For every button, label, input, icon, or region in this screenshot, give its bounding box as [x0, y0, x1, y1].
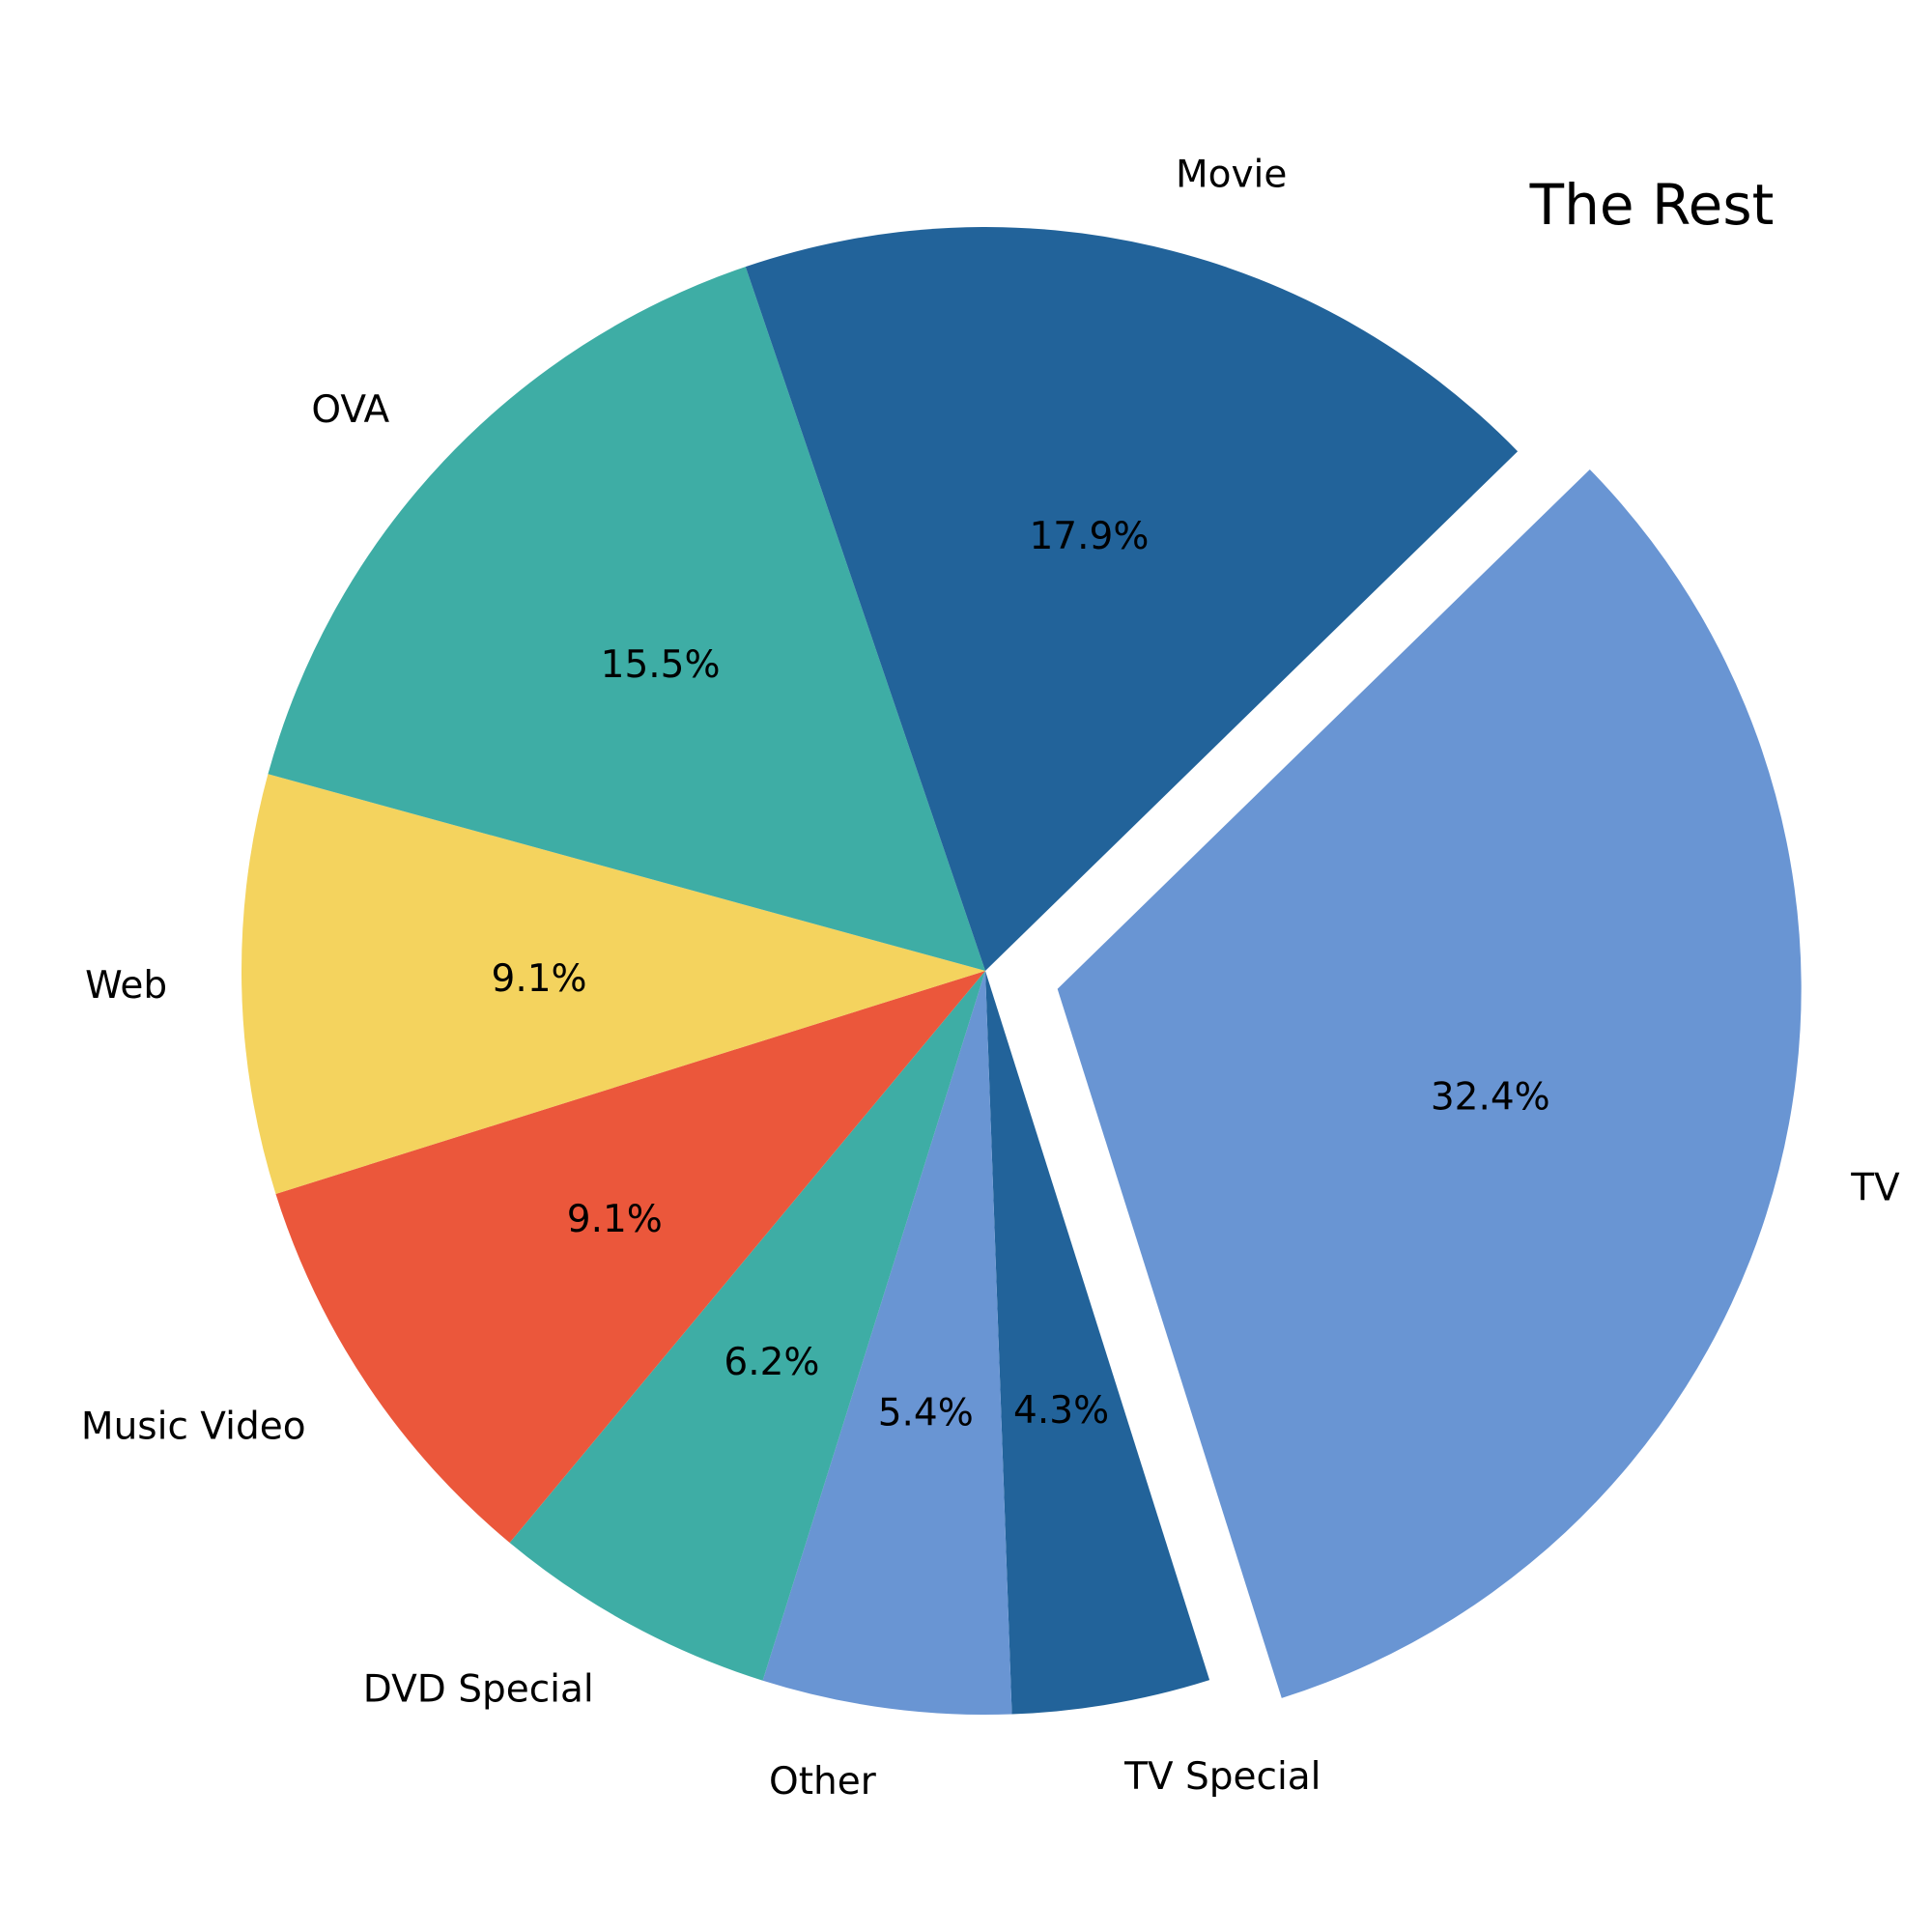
category-label-movie: Movie	[1176, 154, 1287, 197]
category-label-web: Web	[85, 964, 167, 1008]
category-labels: TV TV Special Other DVD Special Music Video W…	[81, 154, 1900, 1804]
percent-label-tv-special: 4.3%	[1013, 1389, 1109, 1433]
percent-label-web: 9.1%	[492, 957, 587, 1001]
pie-slice-other	[762, 971, 1012, 1715]
category-label-tv-special: TV Special	[1123, 1755, 1321, 1799]
percent-label-other: 5.4%	[878, 1391, 974, 1435]
percent-label-ova: 15.5%	[601, 643, 721, 687]
pie-slice-movie	[745, 227, 1519, 972]
pie-slices	[242, 227, 1802, 1715]
pie-slice-tv	[1057, 469, 1802, 1698]
percent-labels: 32.4% 4.3% 5.4% 6.2% 9.1% 9.1% 15.5% 17.9%	[492, 515, 1550, 1435]
category-label-music-video: Music Video	[81, 1405, 306, 1448]
percent-label-tv: 32.4%	[1431, 1076, 1550, 1120]
pie-slice-ova	[268, 267, 986, 971]
category-label-ova: OVA	[311, 388, 389, 432]
pie-slice-dvd-special	[509, 971, 985, 1681]
chart-title: The Rest	[1529, 172, 1775, 238]
percent-label-dvd-special: 6.2%	[724, 1341, 819, 1384]
category-label-other: Other	[769, 1760, 877, 1804]
percent-label-music-video: 9.1%	[567, 1198, 663, 1241]
pie-slice-tv-special	[985, 971, 1210, 1715]
category-label-tv: TV	[1850, 1166, 1900, 1209]
category-label-dvd-special: DVD Special	[363, 1667, 594, 1711]
percent-label-movie: 17.9%	[1029, 515, 1149, 558]
pie-slice-web	[242, 774, 985, 1194]
pie-slice-music-video	[275, 971, 986, 1543]
